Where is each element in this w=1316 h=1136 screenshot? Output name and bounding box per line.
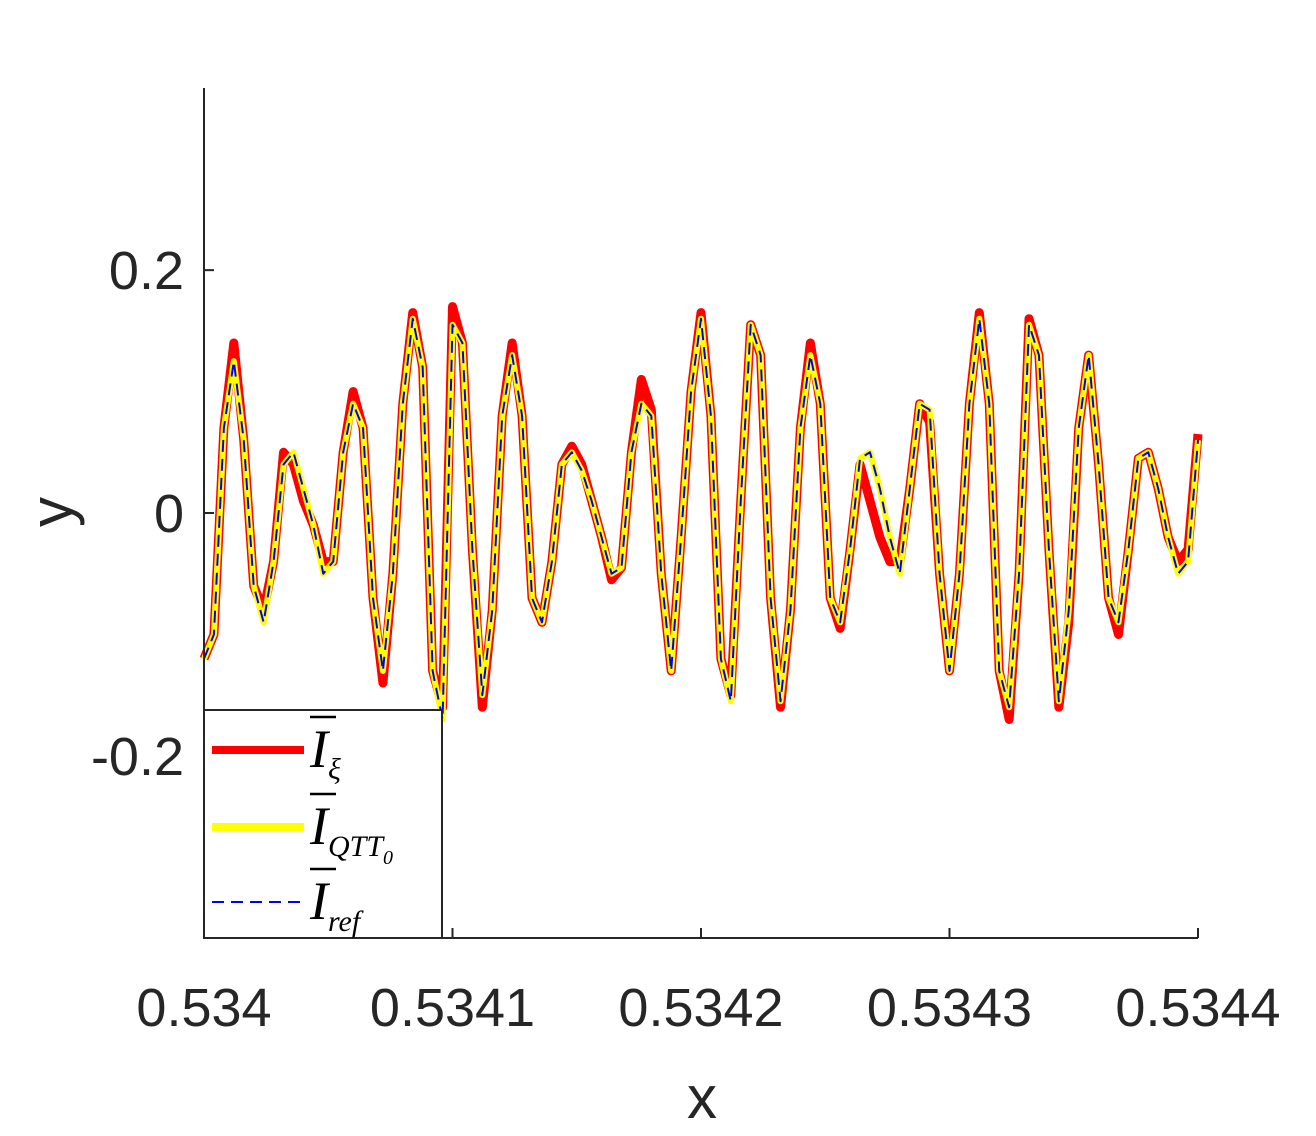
y-tick-label: 0.2	[109, 241, 184, 301]
legend-entry-xi: Iξ	[212, 715, 341, 786]
legend-symbol: I	[309, 871, 331, 931]
legend-entry-qtt0: IQTT0	[212, 792, 393, 869]
legend-symbol: I	[309, 796, 331, 856]
tick-layer: 0.534 0.5341 0.5342 0.5343 0.5344 -0.2 0 0.2	[91, 241, 1281, 1038]
legend-symbol: I	[309, 719, 331, 779]
series-line-2	[203, 317, 1199, 721]
legend-entry-ref: Iref	[212, 867, 364, 938]
y-tick-label: 0	[154, 484, 184, 544]
x-axis-label: x	[687, 1064, 717, 1131]
legend-subscript: ξ	[328, 753, 341, 786]
legend-subsubscript: 0	[383, 847, 393, 869]
x-tick-label: 0.5343	[867, 978, 1032, 1038]
y-tick-label: -0.2	[91, 727, 184, 787]
y-axis-label: y	[18, 497, 85, 527]
x-tick-label: 0.5342	[618, 978, 783, 1038]
x-tick-label: 0.534	[136, 978, 271, 1038]
svg-text:Iξ: Iξ	[309, 719, 341, 786]
series-layer	[199, 302, 1203, 724]
svg-text:IQTT0: IQTT0	[309, 796, 393, 869]
svg-text:Iref: Iref	[309, 871, 364, 938]
legend-subscript: QTT	[328, 830, 385, 863]
x-tick-label: 0.5341	[370, 978, 535, 1038]
legend: Iξ IQTT0 Iref	[203, 709, 443, 939]
legend-subscript: ref	[328, 905, 364, 938]
x-tick-label: 0.5344	[1115, 978, 1280, 1038]
